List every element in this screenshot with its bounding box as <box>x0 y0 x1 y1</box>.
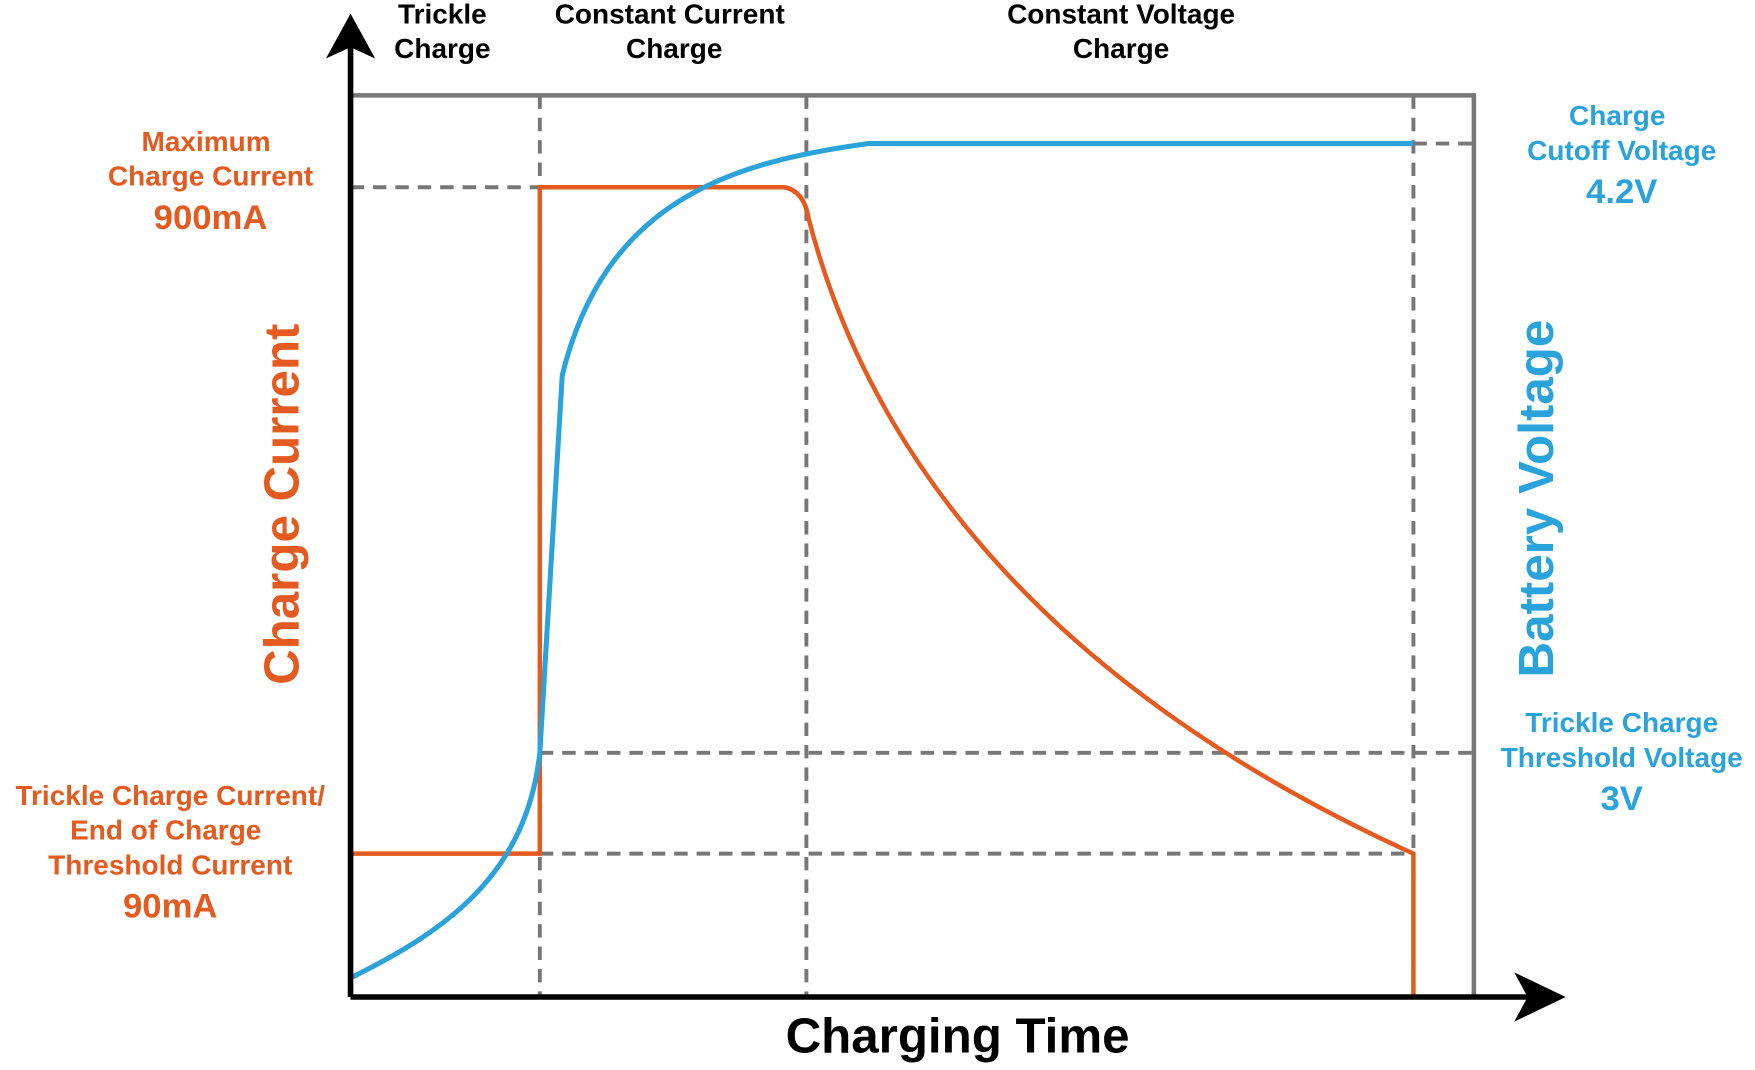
voltage-curve <box>349 141 1414 981</box>
phase-label: Charge <box>1073 33 1169 64</box>
voltage-label: Cutoff Voltage <box>1527 135 1716 166</box>
axis-line <box>347 45 1535 1000</box>
current-axis-title: Charge Current <box>255 324 310 685</box>
phase-label: Trickle <box>398 0 487 29</box>
current-curve <box>350 185 1416 997</box>
current-label: Charge Current <box>108 161 313 192</box>
phase-label: Constant Voltage <box>1007 0 1235 29</box>
phase-label: Charge <box>626 33 722 64</box>
level-guide <box>350 141 1474 856</box>
frame <box>350 93 1477 997</box>
current-label: Threshold Current <box>48 849 292 880</box>
phase-label: Charge <box>394 33 490 64</box>
voltage-value: 3V <box>1600 780 1642 818</box>
current-value: 90mA <box>123 888 218 926</box>
guides <box>350 95 1474 997</box>
voltage-label: Trickle Charge <box>1525 707 1718 738</box>
axis-arrow <box>1514 972 1566 1022</box>
axis-arrow <box>325 13 376 59</box>
current-label: Maximum <box>142 126 271 157</box>
voltage-axis-title: Battery Voltage <box>1509 320 1564 678</box>
phase-divider <box>537 95 1416 997</box>
current-label: Trickle Charge Current/ <box>15 780 325 811</box>
axes <box>325 13 1566 1022</box>
voltage-value: 4.2V <box>1586 173 1657 211</box>
voltage-label: Charge <box>1569 100 1665 131</box>
x-axis-title: Charging Time <box>786 1009 1130 1064</box>
current-label: End of Charge <box>70 815 261 846</box>
current-value: 900mA <box>154 199 268 237</box>
voltage-label: Threshold Voltage <box>1501 742 1743 773</box>
phase-label: Constant Current <box>555 0 785 29</box>
